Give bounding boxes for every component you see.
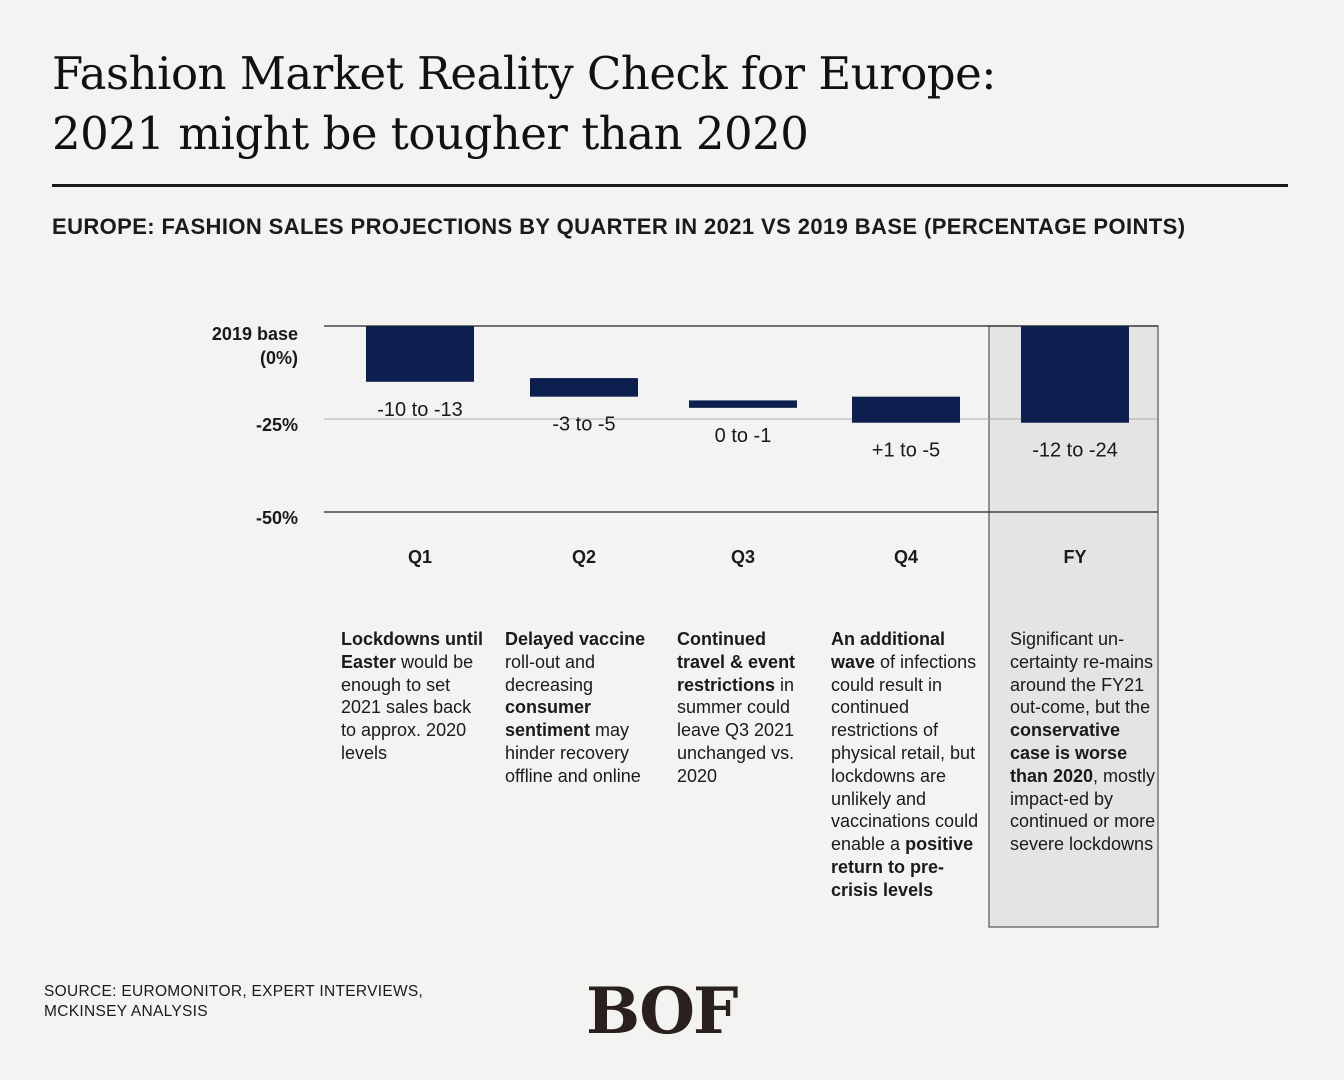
- note-fy: Significant un-certainty re-mains around…: [1010, 628, 1156, 856]
- bar-value-label: -12 to -24: [1032, 440, 1118, 462]
- source-line-2: MCKINSEY ANALYSIS: [44, 1003, 208, 1020]
- note-q3: Continued travel & event restrictions in…: [677, 628, 813, 788]
- bar-fy: [1021, 326, 1129, 423]
- note-q4: An additional wave of infections could r…: [831, 628, 979, 902]
- chart-subtitle: EUROPE: FASHION SALES PROJECTIONS BY QUA…: [52, 214, 1186, 239]
- y-tick-label: 2019 base: [212, 324, 298, 344]
- bar-q4: [852, 396, 960, 423]
- note-text: conservative case is worse than 2020: [1010, 720, 1128, 786]
- note-text: of infections could result in continued …: [831, 651, 979, 855]
- source-note: SOURCE: EUROMONITOR, EXPERT INTERVIEWS, …: [44, 982, 464, 1022]
- title-divider: [52, 184, 1288, 187]
- category-label: Q1: [408, 547, 432, 567]
- category-label: FY: [1063, 547, 1086, 567]
- title-line-1: Fashion Market Reality Check for Europe:: [52, 47, 996, 100]
- fy-highlight-panel: [988, 325, 1159, 928]
- note-text: would be enough to set 2021 sales back t…: [341, 651, 474, 763]
- note-text: An additional wave: [831, 629, 945, 672]
- source-line-1: SOURCE: EUROMONITOR, EXPERT INTERVIEWS,: [44, 983, 424, 1000]
- category-label: Q2: [572, 547, 596, 567]
- note-q2: Delayed vaccine roll-out and decreasing …: [505, 628, 665, 788]
- bar-value-label: 0 to -1: [715, 425, 772, 447]
- note-text: roll-out and decreasing: [505, 651, 596, 695]
- note-text: Continued travel & event restrictions: [677, 629, 796, 695]
- note-text: consumer sentiment: [505, 697, 592, 741]
- bof-logo: BOF: [586, 974, 738, 1049]
- note-text: Significant un-certainty re-mains around…: [1010, 629, 1154, 718]
- y-tick-label: -50%: [256, 508, 298, 528]
- bar-value-label: -10 to -13: [377, 399, 463, 421]
- y-tick-label: -25%: [256, 415, 298, 435]
- title-line-2: 2021 might be tougher than 2020: [52, 107, 809, 160]
- bar-q1: [366, 326, 474, 382]
- note-text: may hinder recovery offline and online: [505, 720, 641, 786]
- note-text: , mostly impact-ed by continued or more …: [1010, 765, 1156, 855]
- bar-q3: [689, 400, 797, 408]
- note-text: in summer could leave Q3 2021 unchanged …: [677, 674, 795, 786]
- note-text: Delayed vaccine: [505, 629, 646, 649]
- note-text: Lockdowns until Easter: [341, 629, 483, 672]
- category-label: Q3: [731, 547, 755, 567]
- bar-value-label: +1 to -5: [872, 440, 940, 462]
- category-label: Q4: [894, 547, 918, 567]
- note-text: positive return to pre-crisis levels: [831, 834, 974, 900]
- bar-q2: [530, 378, 638, 397]
- y-tick-label: (0%): [260, 348, 298, 368]
- bar-value-label: -3 to -5: [552, 414, 615, 436]
- note-q1: Lockdowns until Easter would be enough t…: [341, 628, 491, 765]
- page-title: Fashion Market Reality Check for Europe:…: [52, 44, 1052, 164]
